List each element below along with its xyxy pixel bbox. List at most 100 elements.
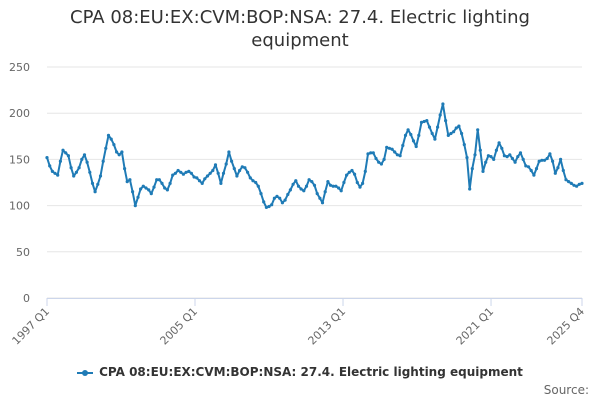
data-point[interactable] bbox=[163, 186, 167, 190]
data-point[interactable] bbox=[88, 170, 92, 174]
data-point[interactable] bbox=[409, 132, 413, 137]
data-point[interactable] bbox=[366, 152, 370, 156]
data-point[interactable] bbox=[288, 188, 292, 192]
data-point[interactable] bbox=[572, 183, 576, 187]
data-point[interactable] bbox=[187, 169, 191, 173]
data-point[interactable] bbox=[497, 141, 501, 145]
data-point[interactable] bbox=[125, 180, 129, 184]
data-point[interactable] bbox=[296, 184, 301, 188]
data-point[interactable] bbox=[430, 131, 434, 136]
data-point[interactable] bbox=[462, 143, 466, 147]
data-point[interactable] bbox=[542, 158, 547, 162]
data-point[interactable] bbox=[294, 179, 298, 183]
data-point[interactable] bbox=[123, 167, 127, 171]
data-point[interactable] bbox=[361, 181, 365, 185]
data-point[interactable] bbox=[446, 133, 450, 137]
data-point[interactable] bbox=[387, 146, 391, 150]
data-point[interactable] bbox=[385, 145, 389, 149]
data-point[interactable] bbox=[152, 185, 156, 189]
data-point[interactable] bbox=[96, 182, 100, 186]
data-point[interactable] bbox=[283, 198, 287, 202]
data-point[interactable] bbox=[149, 192, 153, 196]
data-point[interactable] bbox=[382, 157, 386, 161]
data-point[interactable] bbox=[280, 201, 284, 205]
data-point[interactable] bbox=[508, 153, 512, 157]
data-point[interactable] bbox=[492, 157, 496, 161]
data-point[interactable] bbox=[106, 133, 111, 137]
data-point[interactable] bbox=[254, 180, 258, 185]
data-point[interactable] bbox=[395, 153, 399, 157]
data-point[interactable] bbox=[521, 157, 525, 161]
data-point[interactable] bbox=[489, 155, 493, 159]
data-point[interactable] bbox=[262, 200, 266, 204]
data-point[interactable] bbox=[422, 119, 426, 124]
data-point[interactable] bbox=[117, 153, 121, 157]
data-point[interactable] bbox=[56, 173, 60, 177]
data-point[interactable] bbox=[379, 162, 383, 166]
data-point[interactable] bbox=[120, 150, 124, 154]
data-point[interactable] bbox=[264, 205, 268, 209]
data-point[interactable] bbox=[468, 187, 472, 191]
data-point[interactable] bbox=[147, 188, 151, 192]
data-point[interactable] bbox=[243, 166, 247, 170]
data-point[interactable] bbox=[104, 146, 108, 150]
data-point[interactable] bbox=[139, 187, 143, 191]
data-point[interactable] bbox=[141, 184, 145, 188]
data-point[interactable] bbox=[195, 176, 199, 180]
data-point[interactable] bbox=[369, 151, 373, 155]
data-point[interactable] bbox=[53, 171, 57, 175]
data-point[interactable] bbox=[286, 192, 290, 197]
data-point[interactable] bbox=[559, 157, 563, 161]
data-point[interactable] bbox=[328, 183, 333, 187]
data-point[interactable] bbox=[350, 168, 354, 173]
data-point[interactable] bbox=[307, 178, 311, 182]
data-point[interactable] bbox=[518, 151, 523, 155]
data-point[interactable] bbox=[457, 124, 461, 128]
data-point[interactable] bbox=[454, 126, 458, 130]
data-point[interactable] bbox=[173, 171, 177, 175]
data-point[interactable] bbox=[136, 195, 140, 199]
data-point[interactable] bbox=[505, 155, 509, 159]
data-point[interactable] bbox=[425, 119, 429, 123]
data-point[interactable] bbox=[403, 133, 408, 137]
data-point[interactable] bbox=[72, 174, 76, 178]
data-point[interactable] bbox=[272, 196, 276, 200]
data-point[interactable] bbox=[211, 168, 215, 173]
data-point[interactable] bbox=[444, 119, 448, 123]
data-point[interactable] bbox=[315, 192, 319, 196]
data-point[interactable] bbox=[168, 181, 172, 185]
data-point[interactable] bbox=[189, 171, 193, 175]
data-point[interactable] bbox=[82, 153, 87, 157]
data-point[interactable] bbox=[580, 181, 584, 185]
data-point[interactable] bbox=[358, 185, 362, 189]
data-point[interactable] bbox=[85, 160, 89, 164]
data-point[interactable] bbox=[545, 156, 549, 161]
data-point[interactable] bbox=[371, 151, 375, 155]
data-point[interactable] bbox=[259, 192, 263, 196]
data-point[interactable] bbox=[165, 188, 169, 192]
data-point[interactable] bbox=[184, 170, 188, 174]
data-point[interactable] bbox=[256, 184, 260, 188]
data-point[interactable] bbox=[540, 158, 544, 162]
data-point[interactable] bbox=[478, 148, 482, 152]
data-point[interactable] bbox=[227, 150, 231, 154]
data-point[interactable] bbox=[347, 170, 351, 174]
data-point[interactable] bbox=[230, 159, 234, 163]
data-point[interactable] bbox=[406, 128, 410, 132]
data-point[interactable] bbox=[131, 190, 135, 194]
data-point[interactable] bbox=[200, 181, 204, 185]
data-point[interactable] bbox=[374, 156, 378, 161]
data-point[interactable] bbox=[90, 181, 95, 185]
data-point[interactable] bbox=[216, 171, 220, 175]
data-point[interactable] bbox=[93, 190, 97, 194]
data-point[interactable] bbox=[275, 194, 279, 198]
data-point[interactable] bbox=[144, 186, 148, 190]
data-point[interactable] bbox=[564, 178, 568, 182]
data-point[interactable] bbox=[567, 180, 571, 184]
data-point[interactable] bbox=[160, 181, 164, 185]
data-point[interactable] bbox=[128, 178, 132, 182]
data-point[interactable] bbox=[526, 165, 531, 169]
data-point[interactable] bbox=[205, 174, 210, 178]
data-point[interactable] bbox=[534, 167, 539, 171]
data-point[interactable] bbox=[452, 130, 456, 134]
